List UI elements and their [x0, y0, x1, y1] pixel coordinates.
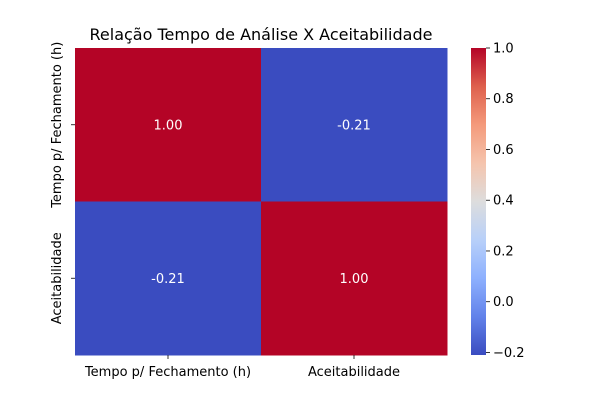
colorbar-gradient — [471, 48, 486, 355]
heatmap-cell — [261, 201, 448, 356]
colorbar-tick-label: 0.0 — [493, 295, 514, 310]
colorbar-tick-label: 1.0 — [493, 42, 514, 57]
heatmap-cell — [75, 48, 262, 202]
y-tick-label: Tempo p/ Fechamento (h) — [50, 42, 65, 209]
heatmap-cells: 1.00 -0.21 -0.21 1.00 — [75, 48, 448, 356]
cell-value-label: 1.00 — [340, 272, 369, 287]
x-axis: Tempo p/ Fechamento (h) Aceitabilidade — [84, 355, 400, 380]
colorbar-tick-label: 0.4 — [493, 194, 514, 209]
x-tick-label: Aceitabilidade — [308, 365, 400, 380]
x-tick-label: Tempo p/ Fechamento (h) — [84, 365, 251, 380]
colorbar: −0.2 0.0 0.2 0.4 0.6 0.8 1.0 — [471, 42, 525, 361]
y-axis: Tempo p/ Fechamento (h) Aceitabilidade — [50, 42, 75, 324]
colorbar-tick-label: 0.8 — [493, 92, 514, 107]
chart-title: Relação Tempo de Análise X Aceitabilidad… — [90, 25, 433, 44]
cell-value-label: -0.21 — [151, 272, 185, 287]
cell-value-label: 1.00 — [154, 118, 183, 133]
y-tick-label: Aceitabilidade — [50, 232, 65, 324]
cell-value-label: -0.21 — [337, 118, 371, 133]
colorbar-tick-label: −0.2 — [493, 346, 525, 361]
heatmap-cell — [261, 48, 448, 202]
colorbar-tick-label: 0.2 — [493, 244, 514, 259]
heatmap-cell — [75, 201, 262, 356]
colorbar-tick-label: 0.6 — [493, 143, 514, 158]
